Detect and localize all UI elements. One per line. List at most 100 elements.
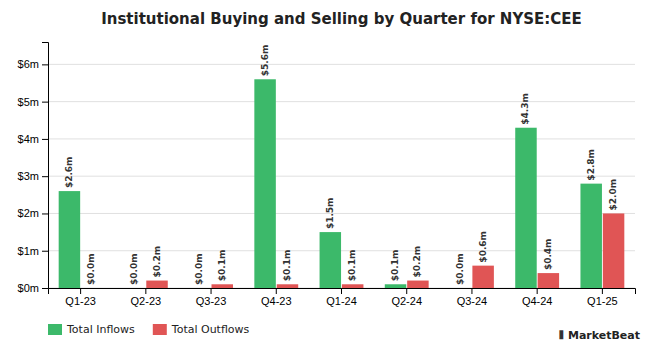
x-tick-label: Q1-23 <box>65 295 96 307</box>
y-tick-label: $0m <box>18 282 39 294</box>
data-label: $4.3m <box>520 93 530 125</box>
x-tick: Q1-25 <box>587 288 618 307</box>
y-tick: $2m <box>18 207 48 219</box>
data-label: $0.0m <box>86 253 96 285</box>
x-tick: Q3-24 <box>457 288 488 307</box>
x-tick: Q4-23 <box>261 288 292 307</box>
x-tick-label: Q4-24 <box>522 295 553 307</box>
y-tick: $4m <box>18 133 48 145</box>
grid-line <box>48 138 635 139</box>
data-label: $1.5m <box>325 197 335 229</box>
data-label: $0.6m <box>478 231 488 263</box>
bar <box>59 191 80 288</box>
y-tick: $3m <box>18 170 48 182</box>
data-labels: $2.6m $0.0m $0.0m $5.6m $1.5m $0.1m $0.0m $4.3m… <box>64 45 618 285</box>
x-tick-mark <box>341 288 342 294</box>
data-label: $2.6m <box>64 156 74 188</box>
bar <box>146 281 167 288</box>
y-tick-mark <box>42 64 48 65</box>
y-tick-mark <box>42 251 48 252</box>
legend-label: Total Outflows <box>171 323 250 336</box>
y-tick: $6m <box>18 58 48 70</box>
bar <box>212 284 233 288</box>
title: Institutional Buying and Selling by Quar… <box>101 10 582 28</box>
x-tick-label: Q3-23 <box>196 295 227 307</box>
bar <box>472 266 493 288</box>
x-tick: Q1-24 <box>326 288 357 307</box>
bar <box>603 213 624 288</box>
data-label: $0.0m <box>455 253 465 285</box>
data-label: $0.0m <box>129 253 139 285</box>
data-label: $0.1m <box>282 250 292 282</box>
bar <box>407 281 428 288</box>
x-tick-label: Q2-23 <box>131 295 162 307</box>
x-tick-mark <box>471 288 472 294</box>
data-label: $0.4m <box>543 238 553 270</box>
data-label: $0.0m <box>194 253 204 285</box>
bar <box>277 284 298 288</box>
data-label: $2.0m <box>608 179 618 211</box>
bar <box>189 288 210 289</box>
x-tick-label: Q1-25 <box>587 295 618 307</box>
data-label: $0.1m <box>347 250 357 282</box>
chart: $0m $1m $2m $3m $4m $5m $6m Q1-23 Q2-23 Q3-23 Q4-2… <box>0 0 650 350</box>
bar <box>515 128 536 288</box>
y-tick-label: $3m <box>18 170 39 182</box>
bar <box>320 232 341 288</box>
y-tick-mark <box>42 102 48 103</box>
y-axis: $0m $1m $2m $3m $4m $5m $6m <box>18 43 49 295</box>
bar <box>385 284 406 288</box>
y-tick: $5m <box>18 96 48 108</box>
legend: Total Inflows Total Outflows <box>48 323 250 336</box>
x-tick-mark <box>145 288 146 294</box>
y-tick-label: $5m <box>18 96 39 108</box>
bar <box>450 288 471 289</box>
data-label: $0.2m <box>412 246 422 278</box>
grid-line <box>48 64 635 65</box>
y-tick-mark <box>42 213 48 214</box>
x-tick: Q4-24 <box>522 288 553 307</box>
legend-item: Total Inflows <box>48 323 135 336</box>
data-label: $5.6m <box>260 45 270 77</box>
bar <box>124 288 145 289</box>
y-tick-mark <box>42 288 48 289</box>
x-tick-label: Q2-24 <box>391 295 422 307</box>
legend-swatch <box>48 324 62 335</box>
data-label: $0.2m <box>152 246 162 278</box>
bars <box>59 79 625 288</box>
x-tick-label: Q1-24 <box>326 295 357 307</box>
legend-label: Total Inflows <box>66 323 135 336</box>
y-tick: $0m <box>18 282 48 294</box>
x-tick-mark <box>537 288 538 294</box>
y-tick-mark <box>42 139 48 140</box>
legend-item: Total Outflows <box>153 323 250 336</box>
bar <box>580 184 601 288</box>
data-label: $2.8m <box>586 149 596 181</box>
x-axis: Q1-23 Q2-23 Q3-23 Q4-23 Q1-24 Q2-24 Q3-24 Q4-24… <box>49 288 636 307</box>
x-tick: Q2-24 <box>391 288 422 307</box>
x-tick-mark <box>80 288 81 294</box>
y-tick-label: $4m <box>18 133 39 145</box>
y-tick-label: $2m <box>18 207 39 219</box>
grid-line <box>48 101 635 102</box>
y-tick-label: $6m <box>18 58 39 70</box>
x-tick-mark <box>211 288 212 294</box>
data-label: $0.1m <box>217 250 227 282</box>
x-tick: Q1-23 <box>65 288 96 307</box>
annotation: ⫴ MarketBeat <box>559 329 640 342</box>
x-tick: Q3-23 <box>196 288 227 307</box>
y-tick-label: $1m <box>18 245 39 257</box>
bar <box>538 273 559 288</box>
legend-swatch <box>153 324 167 335</box>
bar <box>81 288 102 289</box>
data-label: $0.1m <box>390 250 400 282</box>
y-axis-line <box>42 43 49 289</box>
y-tick-mark <box>42 176 48 177</box>
bar <box>254 79 275 288</box>
grid <box>48 64 635 288</box>
x-tick-mark <box>276 288 277 294</box>
plot: $0m $1m $2m $3m $4m $5m $6m Q1-23 Q2-23 Q3-23 Q4-2… <box>18 43 636 307</box>
x-axis-line <box>49 289 636 295</box>
x-tick-label: Q3-24 <box>457 295 488 307</box>
x-tick-mark <box>406 288 407 294</box>
